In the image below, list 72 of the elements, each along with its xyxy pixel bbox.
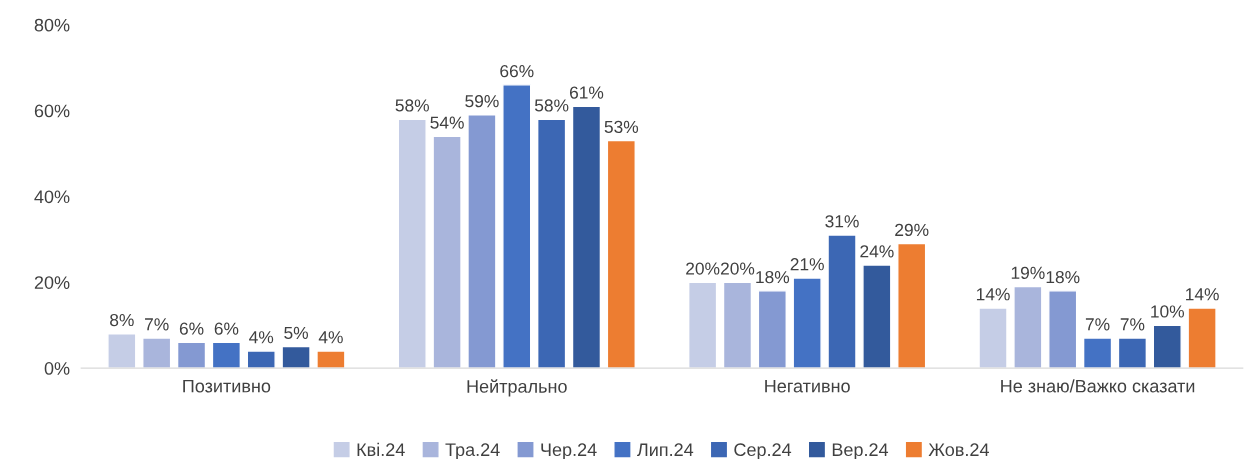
bar	[978, 307, 1008, 369]
bar	[211, 341, 242, 369]
data-label: 58%	[534, 99, 569, 112]
data-label: 59%	[465, 95, 499, 108]
data-label: 58%	[395, 99, 429, 112]
bar	[687, 281, 718, 369]
data-label: 6%	[179, 322, 204, 335]
bar	[606, 139, 636, 369]
y-tick-label: 80%	[34, 18, 70, 32]
data-label: 7%	[1085, 318, 1110, 331]
data-label: 54%	[430, 116, 464, 129]
y-tick-label: 60%	[34, 104, 70, 118]
bar	[862, 264, 892, 369]
data-label: 20%	[720, 262, 755, 275]
data-label: 29%	[895, 223, 929, 237]
bar	[571, 105, 602, 369]
data-label: 19%	[1011, 266, 1045, 279]
data-label: 53%	[604, 120, 639, 134]
data-label: 21%	[790, 258, 824, 271]
x-tick-label: Негативно	[765, 379, 850, 393]
data-label: 18%	[1046, 270, 1080, 284]
data-label: 20%	[686, 262, 720, 275]
bar	[827, 234, 857, 369]
data-label: 18%	[756, 270, 790, 284]
bar	[757, 290, 787, 369]
data-label: 8%	[110, 313, 134, 327]
bar	[246, 350, 276, 369]
legend-label: Лип.24	[637, 443, 694, 457]
data-label: 66%	[500, 64, 534, 78]
bar	[176, 341, 207, 369]
bar	[1048, 290, 1078, 369]
bar	[722, 281, 753, 369]
legend-label: Чер.24	[541, 443, 597, 459]
bar	[432, 135, 462, 369]
bar	[467, 114, 497, 369]
data-label: 4%	[249, 331, 274, 344]
y-tick-label: 0%	[44, 362, 70, 375]
data-label: 5%	[284, 326, 308, 340]
x-tick-label: Позитивно	[183, 379, 271, 393]
data-label: 7%	[145, 318, 169, 331]
data-label: 24%	[860, 245, 894, 258]
data-label: 6%	[214, 322, 239, 335]
bar	[316, 350, 346, 369]
legend-label: Тра.24	[445, 443, 500, 459]
data-label: 10%	[1151, 305, 1185, 318]
legend-label: Кві.24	[357, 442, 405, 456]
bar	[502, 84, 532, 369]
x-tick-label: Не знаю/Важко сказати	[1001, 379, 1195, 393]
y-tick-label: 40%	[34, 190, 70, 204]
data-label: 7%	[1120, 318, 1145, 331]
bar	[1013, 285, 1043, 369]
bar	[1082, 337, 1113, 369]
data-label: 4%	[318, 331, 343, 344]
legend-label: Сер.24	[734, 443, 792, 459]
bar	[281, 345, 311, 369]
bar	[1152, 324, 1182, 369]
x-tick-label: Нейтрально	[467, 379, 567, 397]
bar	[897, 242, 927, 369]
y-tick-label: 20%	[34, 276, 70, 290]
data-label: 14%	[976, 288, 1010, 301]
data-label: 14%	[1186, 288, 1219, 301]
bar	[397, 118, 427, 369]
legend-label: Жов.24	[928, 443, 989, 457]
bar	[536, 118, 567, 369]
bar	[1187, 307, 1217, 369]
bar	[107, 333, 137, 369]
data-label: 61%	[569, 86, 604, 99]
legend-label: Вер.24	[832, 443, 889, 459]
bar	[142, 337, 172, 369]
bar	[1117, 337, 1148, 369]
bar	[792, 277, 822, 369]
data-label: 31%	[825, 215, 859, 228]
